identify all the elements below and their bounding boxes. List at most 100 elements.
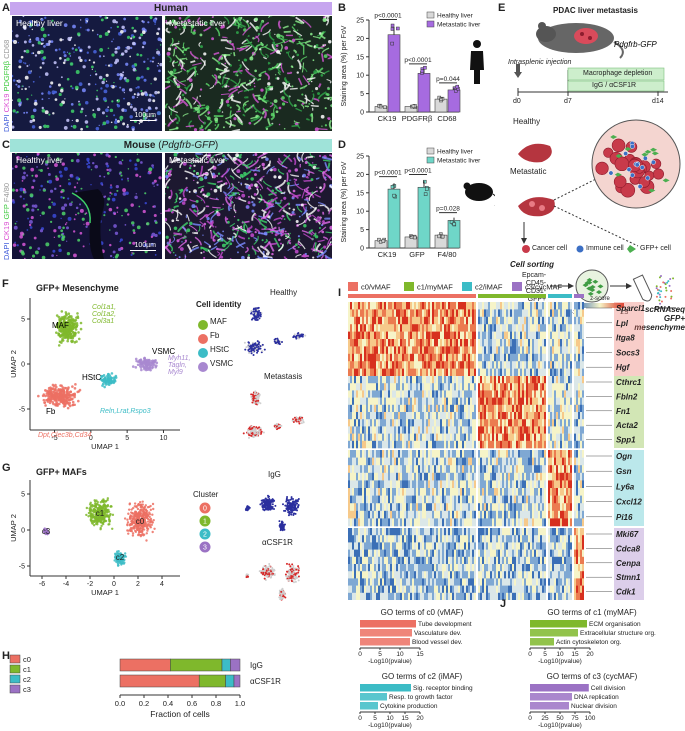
cell (95, 97, 99, 101)
cell (12, 188, 15, 192)
vsmc-point (149, 364, 153, 367)
umap-point (254, 428, 257, 431)
umap-point (270, 499, 273, 502)
fiber (190, 60, 196, 64)
cell (138, 36, 142, 40)
cell (74, 85, 79, 90)
cell (39, 189, 41, 191)
cell (29, 38, 32, 41)
umap-point (254, 398, 257, 401)
c0-point (141, 528, 144, 531)
cell (14, 222, 17, 225)
cell (147, 58, 149, 60)
cell (151, 232, 156, 237)
column-group-bar (348, 294, 476, 298)
cell (43, 44, 46, 48)
cell (137, 85, 140, 89)
fiber (319, 182, 326, 193)
fiber (266, 165, 275, 175)
fb-point (52, 394, 56, 398)
gfp-cell (662, 178, 670, 183)
fb-point (71, 403, 75, 407)
fiber (231, 235, 234, 242)
cell (12, 79, 16, 82)
cell (116, 104, 121, 108)
cell (247, 254, 250, 257)
cell (66, 252, 71, 256)
c1-point (108, 518, 111, 522)
umap-point (275, 425, 278, 428)
cell (21, 179, 24, 182)
cell (142, 20, 145, 24)
vsmc-point (143, 356, 146, 360)
cell (327, 117, 331, 121)
fb-point (44, 389, 47, 392)
cell (31, 52, 33, 55)
cell (123, 97, 125, 100)
cell (39, 66, 42, 69)
bar-CK19-1 (387, 34, 401, 113)
fiber (305, 257, 309, 259)
umap-point (281, 587, 284, 590)
cell (100, 87, 103, 90)
cell (114, 155, 117, 159)
cell (324, 176, 327, 179)
cell (37, 208, 40, 211)
fiber (278, 187, 283, 192)
cell (203, 251, 205, 253)
cell (257, 33, 261, 36)
cell (183, 197, 187, 202)
umap-point (245, 507, 248, 510)
fiber (199, 128, 204, 131)
cell (153, 213, 157, 217)
cell (130, 103, 133, 106)
fiber (209, 153, 216, 163)
fiber (190, 158, 201, 163)
tick-label: 5 (125, 435, 129, 442)
cell (16, 80, 19, 82)
fiber (314, 242, 318, 253)
umap-point (251, 427, 254, 430)
cell (60, 195, 63, 199)
sorted-cell (586, 286, 593, 291)
cell (220, 255, 224, 259)
umap-point (256, 434, 259, 437)
umap-point (288, 500, 291, 503)
c0-point (138, 500, 142, 504)
column-group-bar (548, 294, 572, 298)
cell (116, 189, 119, 192)
fb-point (73, 387, 77, 390)
fiber (177, 221, 189, 233)
fiber (210, 20, 216, 23)
cell (293, 178, 296, 181)
cell (29, 220, 33, 224)
cell (22, 25, 27, 30)
cell (255, 110, 257, 113)
umap-point (292, 514, 295, 517)
legend-immune: Immune cell (586, 245, 624, 252)
cell (144, 117, 147, 120)
cell (30, 114, 35, 119)
fiber (182, 113, 189, 117)
umap-point (286, 575, 289, 578)
fiber (185, 98, 193, 109)
cell (40, 184, 43, 188)
fiber (238, 227, 246, 233)
tick-label: -4 (63, 581, 69, 588)
cell (294, 249, 299, 254)
fiber (241, 220, 250, 224)
umap-point (257, 426, 260, 429)
gfp-cell (624, 146, 632, 151)
seq-dot (666, 281, 669, 284)
fiber (172, 60, 175, 68)
tick-label: 0 (360, 110, 364, 117)
cell (59, 38, 63, 42)
cell (36, 166, 38, 168)
fiber (292, 244, 297, 251)
fiber (192, 244, 198, 249)
fiber (263, 240, 271, 250)
umap-point (256, 307, 259, 310)
umap-point (262, 572, 265, 575)
cell (106, 16, 109, 19)
